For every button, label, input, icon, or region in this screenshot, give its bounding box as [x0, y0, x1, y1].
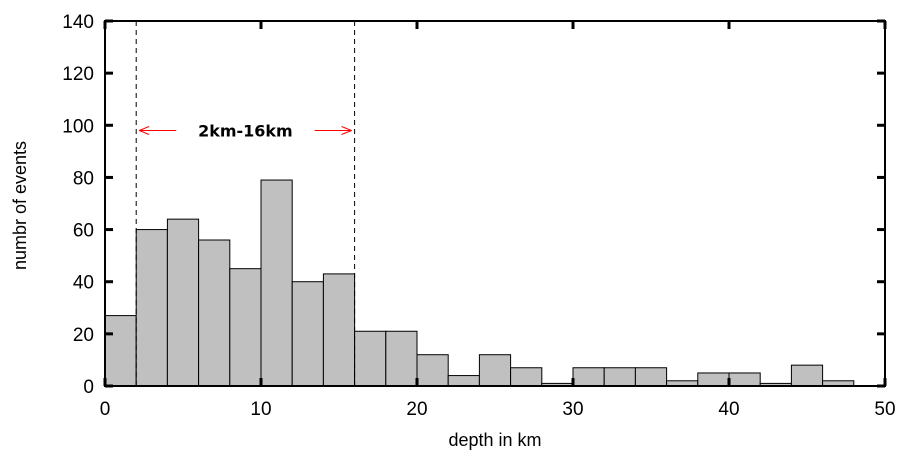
histogram-bar-5	[260, 179, 293, 387]
x-tick-label-4: 40	[718, 399, 739, 420]
y-tick-label-7: 140	[62, 12, 94, 33]
range-arrow-right-head	[341, 126, 352, 135]
histogram-bar-6	[291, 281, 324, 387]
axis-ticks	[103, 19, 887, 388]
histogram-bar-20	[728, 372, 761, 387]
y-tick-label-2: 40	[73, 273, 94, 294]
histogram-bar-7	[322, 273, 356, 387]
x-tick-labels: 0 10 20 30 40 50	[100, 399, 896, 420]
plot-frame	[104, 20, 886, 387]
histogram-bar-1	[135, 229, 168, 387]
y-tick-label-3: 60	[73, 221, 94, 242]
histogram-bar-4	[229, 268, 262, 387]
y-tick-label-1: 20	[73, 325, 94, 346]
histogram-bar-19	[697, 372, 730, 387]
x-axis-title: depth in km	[448, 430, 541, 450]
histogram-bar-2	[166, 218, 200, 387]
range-annotation-label: 2km-16km	[198, 122, 293, 141]
histogram-bar-15	[572, 367, 605, 387]
histogram-bar-8	[354, 330, 387, 387]
y-tick-label-0: 0	[83, 377, 94, 398]
x-tick-label-5: 50	[874, 399, 895, 420]
x-tick-label-3: 30	[562, 399, 583, 420]
histogram-bar-17	[634, 367, 668, 387]
y-tick-label-5: 100	[62, 116, 94, 137]
range-arrow-left-head	[139, 126, 150, 135]
histogram-bar-13	[510, 367, 543, 387]
range-annotation	[135, 21, 356, 386]
histogram-bars	[104, 179, 855, 387]
y-tick-label-6: 120	[62, 64, 94, 85]
y-tick-labels: 0 20 40 60 80 100 120 140	[62, 12, 94, 398]
histogram-bar-11	[447, 375, 480, 387]
x-tick-label-2: 20	[406, 399, 427, 420]
y-axis-title: numbr of events	[10, 141, 30, 270]
histogram-bar-12	[478, 354, 512, 387]
histogram-bar-10	[416, 354, 449, 387]
y-tick-label-4: 80	[73, 168, 94, 189]
x-tick-label-1: 10	[250, 399, 271, 420]
histogram-bar-22	[790, 364, 824, 387]
histogram-bar-16	[603, 367, 636, 387]
x-tick-label-0: 0	[100, 399, 111, 420]
histogram-bar-3	[198, 239, 231, 387]
histogram-bar-0	[104, 315, 137, 387]
histogram-bar-9	[385, 330, 418, 387]
